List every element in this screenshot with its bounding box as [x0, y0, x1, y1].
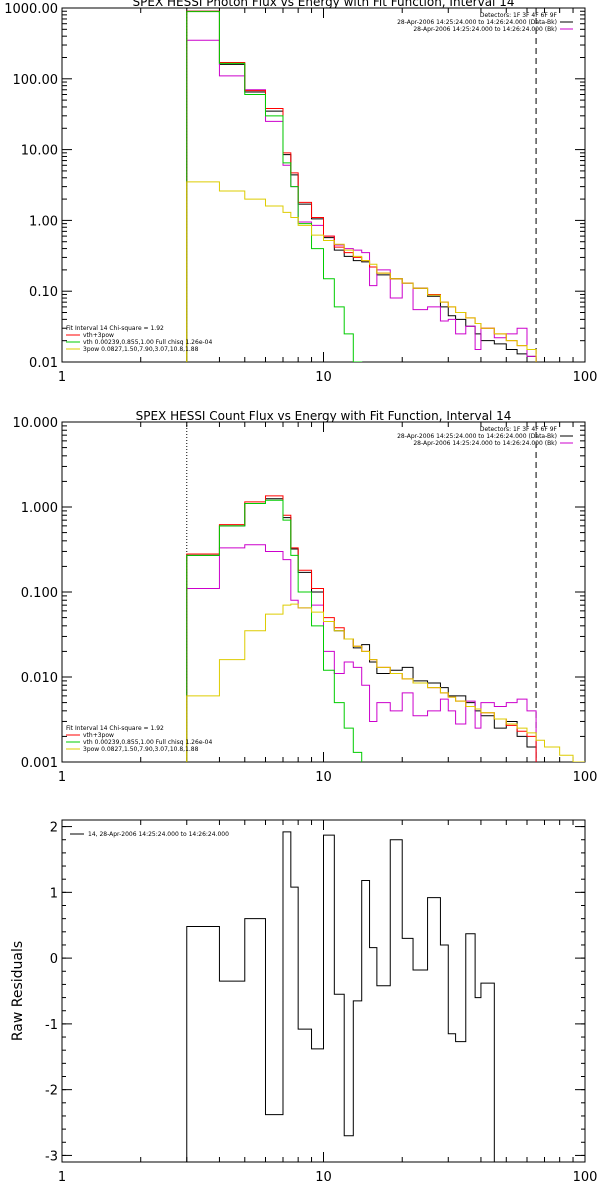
y-tick-label: 0.001 [21, 756, 58, 771]
legend-text: 28-Apr-2006 14:25:24.000 to 14:26:24.000… [413, 26, 557, 33]
y-tick-label: 10.00 [21, 144, 58, 159]
series-vth-3pow [186, 495, 537, 762]
legend-text: 3pow 0.0827,1.50,7.90,3.07,10.8,1.88 [83, 746, 199, 753]
series--bk- [186, 39, 537, 362]
y-tick-label: 0.10 [29, 285, 58, 300]
x-tick-label: 1 [58, 770, 66, 785]
y-tick-label: 1.00 [29, 214, 58, 229]
y-tick-label: -2 [45, 1084, 58, 1099]
y-tick-label: 1000.00 [4, 2, 58, 17]
legend: 14, 28-Apr-2006 14:25:24.000 to 14:26:24… [70, 831, 229, 838]
y-tick-label: -3 [45, 1149, 58, 1164]
y-tick-label: 0 [50, 952, 58, 967]
chart-2: SPEX HESSI Count Flux vs Energy with Fit… [13, 409, 598, 785]
legend-text: Detectors: 1F 3F 4F 6F 9F [480, 12, 558, 19]
legend-bottom-left: Fit Interval 14 Chi-square = 1.92vth+3po… [66, 725, 212, 753]
x-tick-label: 100 [573, 1170, 598, 1185]
y-tick-label: 0.100 [21, 586, 58, 601]
legend-text: 28-Apr-2006 14:25:24.000 to 14:26:24.000… [413, 440, 557, 447]
legend-text: Fit Interval 14 Chi-square = 1.92 [66, 325, 164, 332]
x-tick-label: 1 [58, 1170, 66, 1185]
data-area [186, 831, 495, 1162]
x-tick-label: 10 [315, 770, 332, 785]
series-14-28-apr-2006-14-25-24-000-to-14-26-24-000 [186, 831, 495, 1162]
series--bk- [186, 544, 537, 762]
x-tick-label: 100 [573, 770, 598, 785]
series-3pow [186, 603, 585, 762]
chart-title: SPEX HESSI Photon Flux vs Energy with Fi… [133, 0, 515, 9]
legend-text: vth 0.00239,0.855,1.00 Full chisq 1.26e-… [83, 739, 212, 746]
y-tick-label: 100.00 [13, 73, 59, 88]
y-tick-label: 0.01 [29, 356, 58, 371]
plot-frame [61, 7, 586, 363]
legend-text: 28-Apr-2006 14:25:24.000 to 14:26:24.000… [397, 19, 557, 26]
y-tick-label: 0.010 [21, 671, 58, 686]
y-tick-label: 2 [50, 821, 58, 836]
x-tick-label: 1 [58, 370, 66, 385]
series-vth [186, 499, 363, 762]
y-tick-label: 1 [50, 886, 58, 901]
y-tick-label: -1 [45, 1018, 58, 1033]
series--data-bk- [186, 10, 537, 362]
x-tick-label: 10 [315, 1170, 332, 1185]
data-area [186, 495, 585, 762]
x-tick-label: 100 [573, 370, 598, 385]
data-area [186, 10, 537, 362]
y-tick-label: 1.000 [21, 501, 58, 516]
legend-text: Detectors: 1F 3F 4F 6F 9F [480, 426, 558, 433]
series--data-bk- [186, 498, 537, 762]
chart-3: 1 10 100 -3 -2 -1 0 1 2 Raw Residuals 14, 28-Apr-2… [10, 819, 598, 1185]
chart-title: SPEX HESSI Count Flux vs Energy with Fit… [136, 409, 512, 423]
y-axis-label: Raw Residuals [10, 941, 26, 1041]
legend-text: vth 0.00239,0.855,1.00 Full chisq 1.26e-… [83, 339, 212, 346]
legend-bottom-left: Fit Interval 14 Chi-square = 1.92vth+3po… [66, 325, 212, 353]
legend-text: 14, 28-Apr-2006 14:25:24.000 to 14:26:24… [88, 831, 229, 838]
y-tick-label: 10.000 [13, 416, 59, 431]
legend-text: vth+3pow [83, 732, 114, 739]
series-3pow [186, 181, 537, 362]
legend-text: 28-Apr-2006 14:25:24.000 to 14:26:24.000… [397, 433, 557, 440]
series-vth-3pow [186, 10, 537, 362]
legend-text: Fit Interval 14 Chi-square = 1.92 [66, 725, 164, 732]
chart-1: SPEX HESSI Photon Flux vs Energy with Fi… [4, 0, 598, 385]
legend-text: 3pow 0.0827,1.50,7.90,3.07,10.8,1.88 [83, 346, 199, 353]
legend-text: vth+3pow [83, 332, 114, 339]
x-tick-label: 10 [315, 370, 332, 385]
series-vth [186, 11, 363, 362]
